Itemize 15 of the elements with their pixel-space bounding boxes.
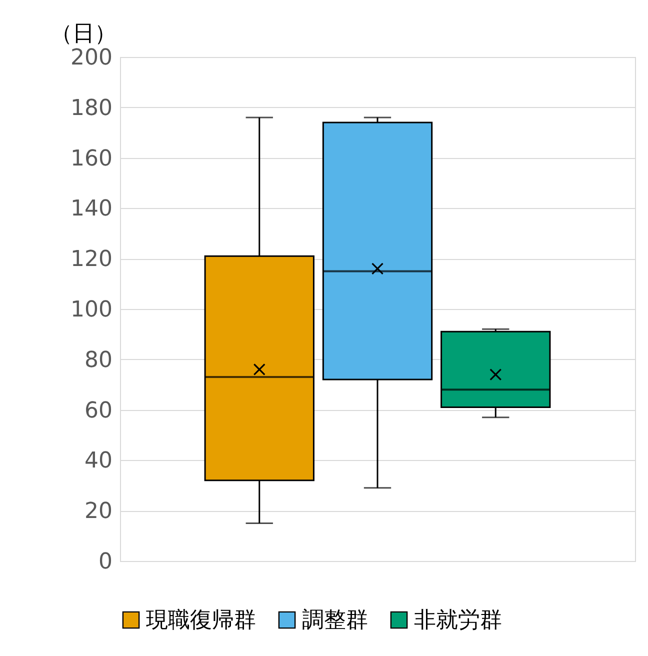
y-tick-label: 60: [84, 398, 112, 424]
y-tick-label: 20: [84, 499, 112, 524]
y-tick-label: 100: [70, 298, 112, 322]
y-tick-label: 120: [70, 247, 112, 272]
legend-label: 現職復帰群: [146, 608, 256, 633]
y-axis-title: （日）: [50, 22, 116, 46]
y-tick-label: 0: [98, 550, 112, 574]
y-tick-label: 160: [70, 146, 112, 172]
y-tick-label: 80: [84, 348, 112, 373]
y-tick-label: 40: [84, 448, 112, 474]
y-tick-label: 180: [70, 96, 112, 121]
y-tick-label: 200: [70, 46, 112, 70]
legend-label: 非就労群: [414, 608, 502, 633]
legend-label: 調整群: [302, 608, 368, 633]
y-tick-label: 140: [70, 196, 112, 222]
